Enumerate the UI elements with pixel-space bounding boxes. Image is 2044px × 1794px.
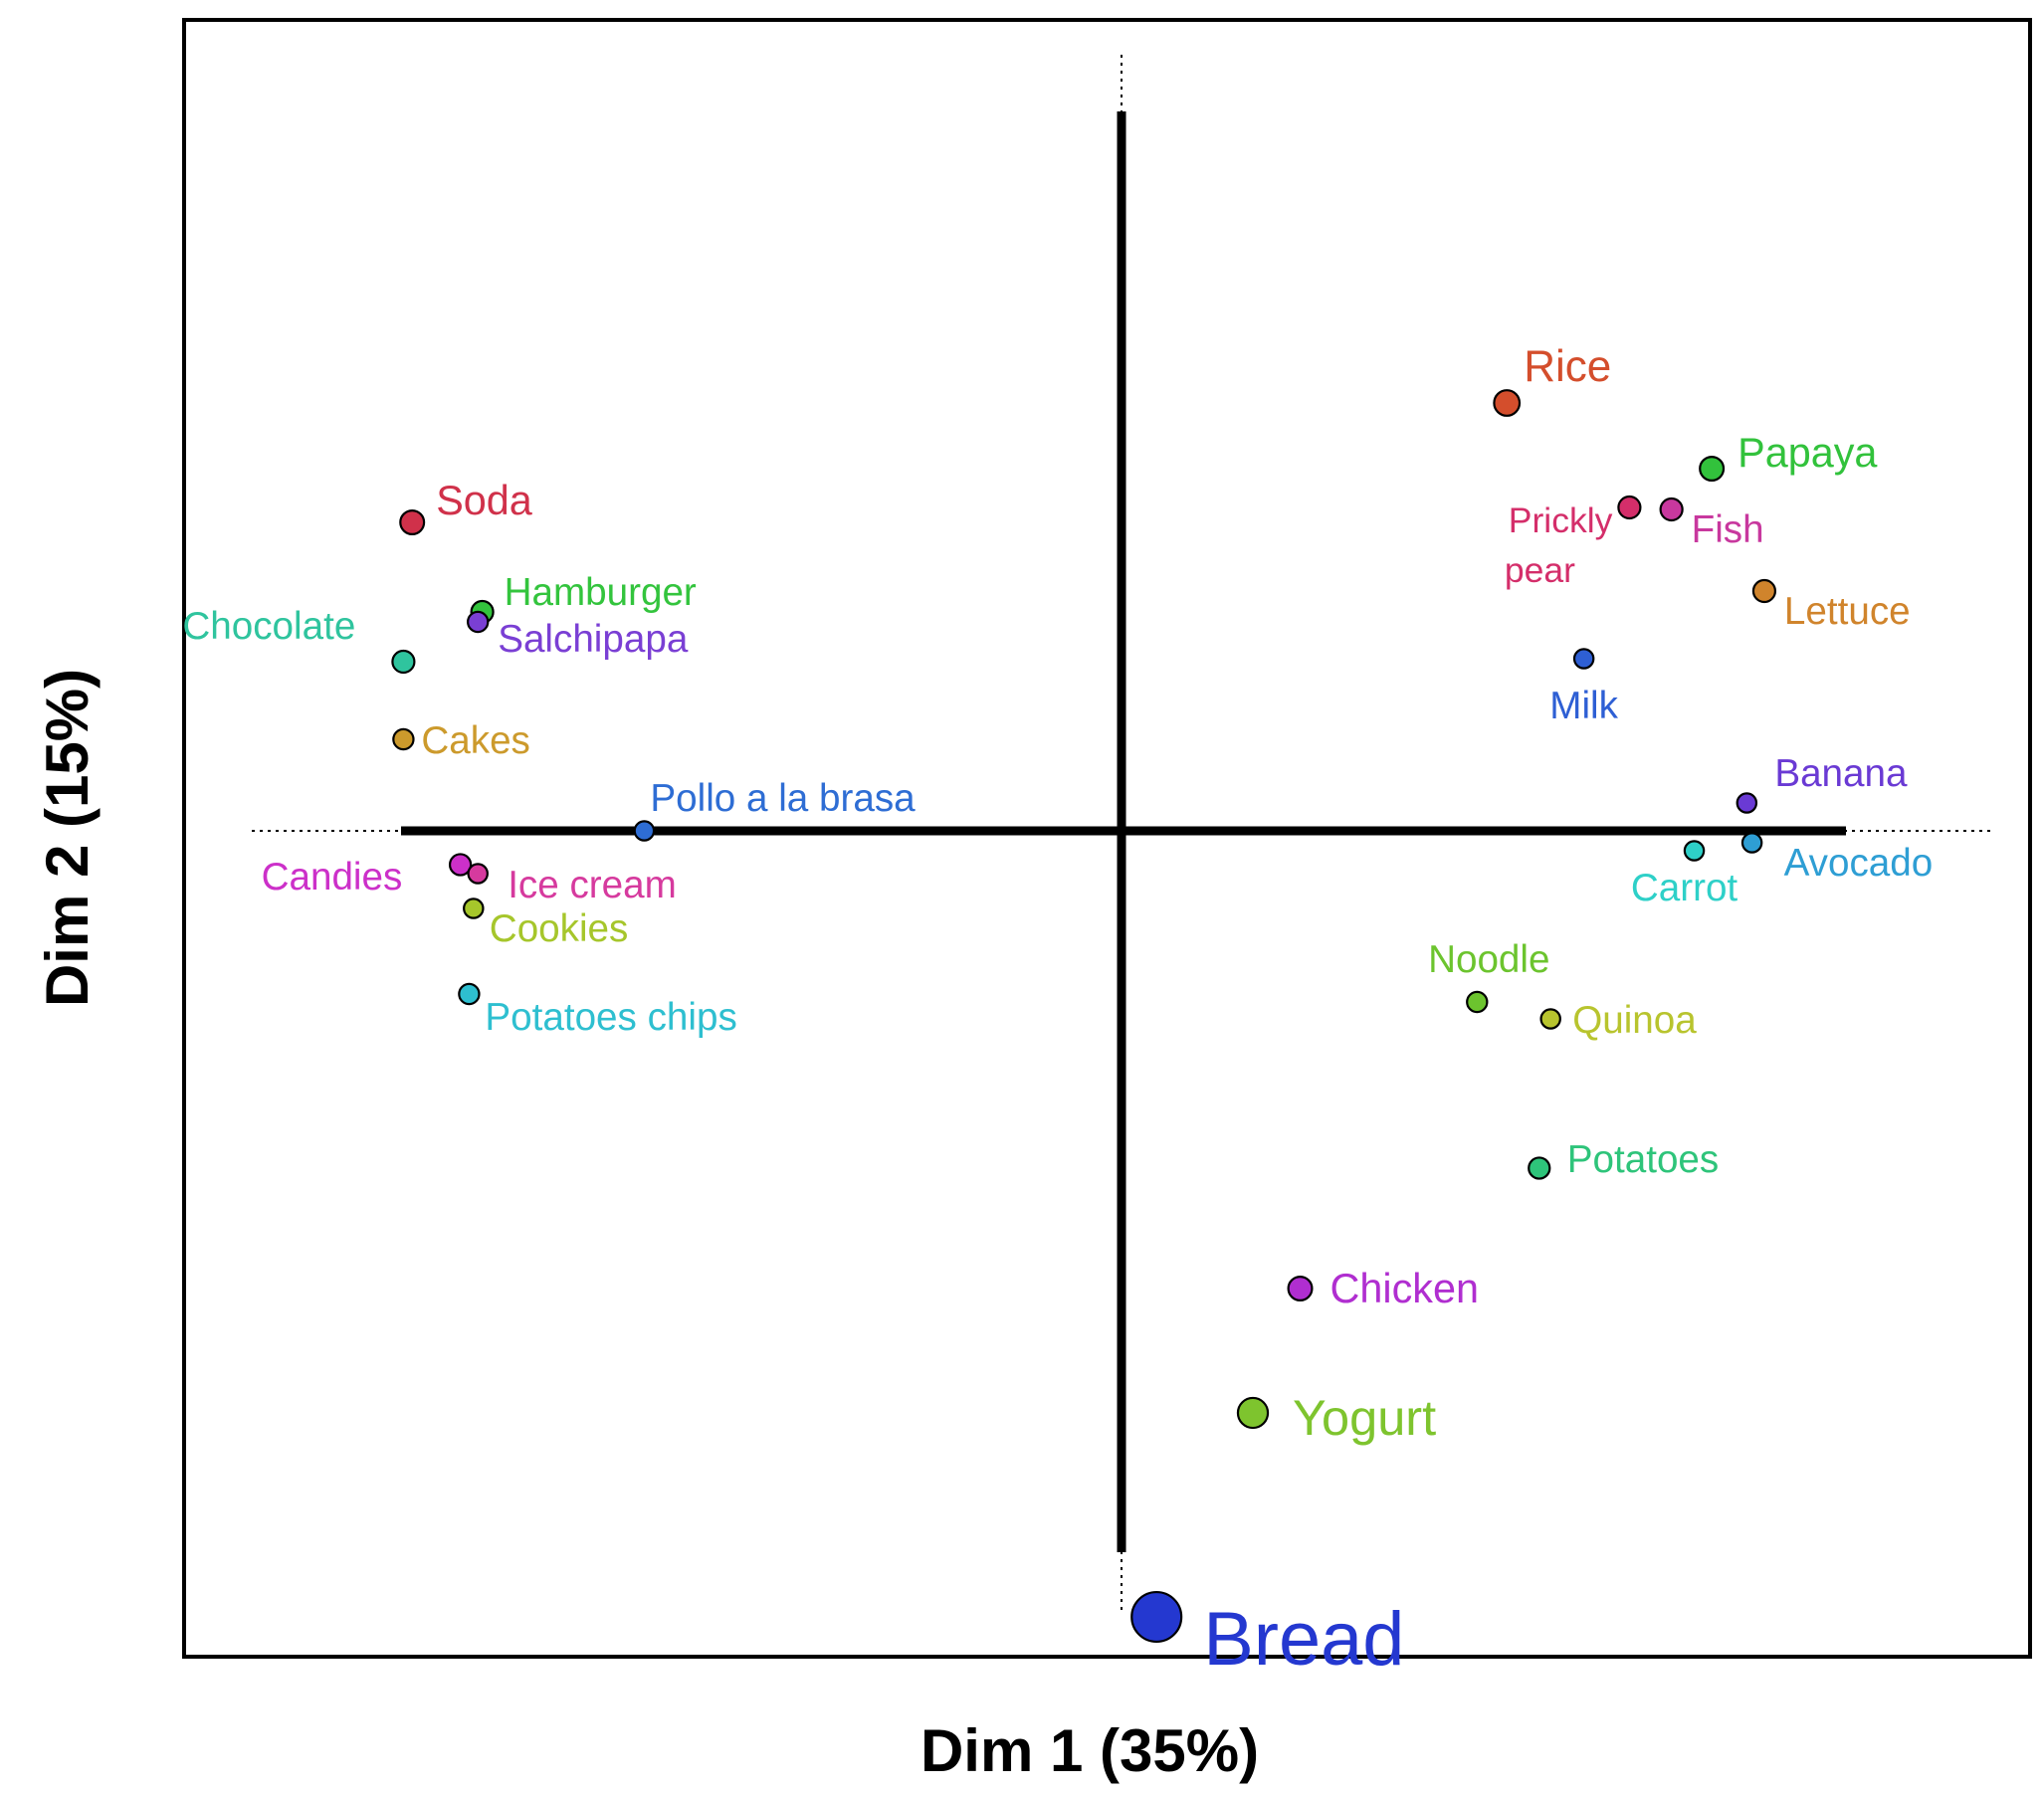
point-soda	[399, 508, 426, 535]
label-quinoa: Quinoa	[1572, 999, 1697, 1042]
label-yogurt: Yogurt	[1293, 1389, 1436, 1446]
plot-frame	[182, 18, 2032, 1659]
label-candies: Candies	[262, 856, 403, 898]
label-banana: Banana	[1774, 752, 1908, 795]
label-bread: Bread	[1203, 1597, 1404, 1682]
label-cookies: Cookies	[490, 907, 629, 950]
label-fish: Fish	[1692, 508, 1764, 551]
label-ice-cream: Ice cream	[508, 864, 677, 906]
point-avocado	[1740, 832, 1763, 854]
point-cookies	[463, 897, 485, 919]
label-soda: Soda	[436, 478, 533, 523]
point-candies	[448, 853, 473, 877]
label-milk: Milk	[1549, 685, 1618, 727]
label-prickly-pear-line2: pear	[1505, 550, 1575, 590]
y-axis-title: Dim 2 (15%)	[34, 669, 101, 1007]
label-chocolate: Chocolate	[182, 605, 355, 648]
label-chicken: Chicken	[1330, 1266, 1479, 1311]
point-banana	[1736, 792, 1758, 814]
point-fish	[1659, 497, 1684, 522]
label-avocado: Avocado	[1784, 842, 1934, 885]
point-ice-cream	[467, 863, 489, 885]
point-quinoa	[1539, 1008, 1561, 1030]
point-yogurt	[1236, 1396, 1270, 1430]
point-noodle	[1466, 990, 1489, 1014]
point-cakes	[392, 727, 415, 751]
label-carrot: Carrot	[1631, 867, 1738, 909]
label-potatoes: Potatoes	[1567, 1138, 1719, 1181]
point-prickly-pear	[1617, 495, 1642, 520]
label-cakes: Cakes	[421, 719, 529, 762]
label-hamburger: Hamburger	[505, 571, 697, 614]
label-papaya: Papaya	[1737, 430, 1878, 476]
label-potatoes-chips: Potatoes chips	[485, 996, 736, 1039]
label-noodle: Noodle	[1428, 938, 1549, 981]
label-salchipapa: Salchipapa	[498, 618, 689, 661]
point-potatoes-chips	[458, 982, 481, 1006]
point-chocolate	[391, 649, 416, 675]
point-bread	[1130, 1590, 1183, 1644]
point-papaya	[1699, 456, 1726, 483]
label-prickly-pear-line1: Prickly	[1509, 500, 1613, 540]
point-milk	[1572, 648, 1595, 670]
origin-axes	[252, 55, 1990, 1610]
label-pollo-a-la-brasa: Pollo a la brasa	[650, 777, 916, 820]
point-carrot	[1683, 840, 1706, 862]
point-potatoes	[1528, 1156, 1551, 1180]
label-rice: Rice	[1524, 342, 1611, 391]
point-pollo-a-la-brasa	[633, 820, 656, 842]
point-lettuce	[1751, 578, 1777, 604]
point-chicken	[1287, 1275, 1314, 1301]
label-lettuce: Lettuce	[1784, 590, 1911, 633]
x-axis-title: Dim 1 (35%)	[920, 1717, 1259, 1784]
point-salchipapa	[467, 610, 490, 634]
point-rice	[1493, 389, 1522, 417]
